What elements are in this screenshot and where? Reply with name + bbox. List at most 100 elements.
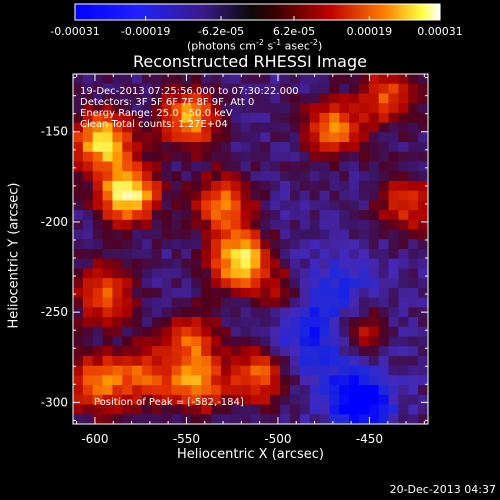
heatmap-cell <box>161 414 173 424</box>
heatmap-cell <box>299 171 311 182</box>
heatmap-cell <box>102 151 114 163</box>
heatmap-cell <box>161 365 173 376</box>
heatmap-cell <box>240 112 252 124</box>
heatmap-cell <box>280 268 291 279</box>
heatmap-cell <box>329 161 340 172</box>
heatmap-cell <box>260 190 271 201</box>
heatmap-cell <box>220 83 232 95</box>
heatmap-cell <box>289 83 301 95</box>
heatmap-cell <box>339 336 350 347</box>
heatmap-cell <box>161 93 173 104</box>
heatmap-cell <box>171 112 183 124</box>
heatmap-cell <box>171 307 183 318</box>
heatmap-cell <box>82 239 94 250</box>
heatmap-cell <box>82 200 94 211</box>
heatmap-cell <box>408 93 419 104</box>
heatmap-cell <box>211 122 222 133</box>
heatmap-cell <box>220 268 232 279</box>
heatmap-cell <box>418 122 428 133</box>
heatmap-cell <box>142 375 153 386</box>
heatmap-cell <box>250 180 261 192</box>
heatmap-cell <box>220 93 232 104</box>
heatmap-cell <box>122 239 133 250</box>
heatmap-cell <box>319 219 330 231</box>
heatmap-cell <box>378 210 390 221</box>
heatmap-cell <box>250 414 261 424</box>
heatmap-cell <box>408 385 419 396</box>
heatmap-cell <box>388 326 400 338</box>
heatmap-cell <box>289 112 301 124</box>
heatmap-cell <box>122 326 133 338</box>
heatmap-cell <box>161 161 173 172</box>
heatmap-cell <box>368 142 380 153</box>
heatmap-cell <box>181 93 192 104</box>
heatmap-cell <box>398 326 409 338</box>
heatmap-cell <box>92 74 104 85</box>
heatmap-cell <box>280 239 291 250</box>
heatmap-cell <box>73 336 84 347</box>
heatmap-cell <box>388 385 400 396</box>
heatmap-cell <box>181 249 192 260</box>
heatmap-cell <box>240 190 252 201</box>
heatmap-cell <box>171 151 183 163</box>
heatmap-cell <box>73 229 84 240</box>
heatmap-cell <box>250 83 261 95</box>
heatmap-cell <box>112 375 123 386</box>
heatmap-cell <box>73 151 84 163</box>
heatmap-cell <box>201 142 212 153</box>
heatmap-cell <box>92 385 104 396</box>
heatmap-cell <box>240 385 252 396</box>
heatmap-cell <box>378 346 390 357</box>
colorbar-tick-label: 0.00019 <box>347 25 393 38</box>
heatmap-cell <box>329 297 340 308</box>
heatmap-cell <box>211 287 222 299</box>
heatmap-cell <box>171 287 183 299</box>
heatmap-cell <box>191 365 202 376</box>
heatmap-cell <box>408 161 419 172</box>
heatmap-cell <box>122 317 133 328</box>
heatmap-cell <box>270 317 281 328</box>
colorbar-tick-label: 6.2e-05 <box>273 25 315 38</box>
heatmap-cell <box>92 103 104 114</box>
heatmap-cell <box>171 355 183 367</box>
heatmap-cell <box>289 336 301 347</box>
heatmap-cell <box>398 180 409 192</box>
heatmap-cell <box>418 229 428 240</box>
heatmap-cell <box>418 161 428 172</box>
heatmap-cell <box>368 210 380 221</box>
heatmap-cell <box>250 93 261 104</box>
heatmap-cell <box>408 210 419 221</box>
heatmap-cell <box>73 385 84 396</box>
heatmap-cell <box>319 287 330 299</box>
heatmap-cell <box>82 190 94 201</box>
heatmap-cell <box>92 404 104 415</box>
heatmap-cell <box>349 326 360 338</box>
heatmap-cell <box>161 151 173 163</box>
heatmap-cell <box>102 258 114 270</box>
heatmap-cell <box>289 229 301 240</box>
heatmap-cell <box>339 317 350 328</box>
heatmap-cell <box>408 112 419 124</box>
heatmap-cell <box>250 336 261 347</box>
heatmap-cell <box>408 336 419 347</box>
heatmap-cell <box>230 83 242 95</box>
heatmap-cell <box>339 268 350 279</box>
heatmap-cell <box>309 404 321 415</box>
heatmap-cell <box>211 307 222 318</box>
heatmap-cell <box>82 268 94 279</box>
heatmap-cell <box>230 317 242 328</box>
heatmap-cell <box>260 336 271 347</box>
heatmap-cell <box>132 103 143 114</box>
heatmap-cell <box>122 394 133 406</box>
heatmap-cell <box>260 112 271 124</box>
heatmap-cell <box>240 229 252 240</box>
heatmap-cell <box>151 180 163 192</box>
heatmap-cell <box>230 346 242 357</box>
heatmap-cell <box>82 249 94 260</box>
heatmap-cell <box>181 317 192 328</box>
heatmap-cell <box>142 414 153 424</box>
heatmap-cell <box>309 161 321 172</box>
heatmap-cell <box>73 414 84 424</box>
heatmap-cell <box>329 210 340 221</box>
heatmap-cell <box>329 307 340 318</box>
